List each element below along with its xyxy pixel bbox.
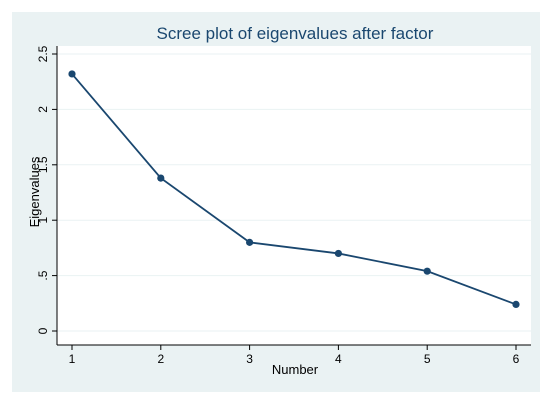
x-tick-label: 5 <box>424 352 431 366</box>
y-tick-label: 0 <box>36 327 50 334</box>
data-point <box>157 174 165 182</box>
x-axis-label: Number <box>272 362 319 377</box>
y-tick-label: 2.5 <box>36 45 50 62</box>
data-point <box>423 267 431 275</box>
data-point <box>334 249 342 258</box>
data-point <box>68 70 76 78</box>
gridlines <box>57 53 531 332</box>
series-layer <box>68 70 520 309</box>
x-axis: 1 2 3 4 5 6 <box>57 344 531 366</box>
y-tick-label: 1.5 <box>36 156 50 173</box>
plot-area <box>57 46 531 345</box>
x-tick-label: 4 <box>335 352 342 366</box>
y-tick-label: 1 <box>36 217 50 224</box>
x-tick-label: 6 <box>513 352 520 366</box>
x-tick-label: 1 <box>69 352 76 366</box>
y-tick-label: 2 <box>36 106 50 113</box>
data-point <box>512 300 520 309</box>
series-line <box>71 73 517 306</box>
y-axis: 0 .5 1 1.5 2 2.5 <box>36 45 58 345</box>
data-point <box>246 238 254 246</box>
chart-title: Scree plot of eigenvalues after factor <box>157 24 434 43</box>
x-tick-label: 2 <box>157 352 164 366</box>
y-axis-label: Eigenvalues <box>27 156 42 227</box>
x-tick-label: 3 <box>246 352 253 366</box>
y-tick-label: .5 <box>36 270 50 280</box>
